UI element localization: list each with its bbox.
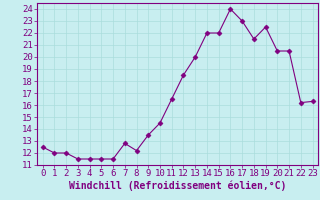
X-axis label: Windchill (Refroidissement éolien,°C): Windchill (Refroidissement éolien,°C) xyxy=(69,181,286,191)
